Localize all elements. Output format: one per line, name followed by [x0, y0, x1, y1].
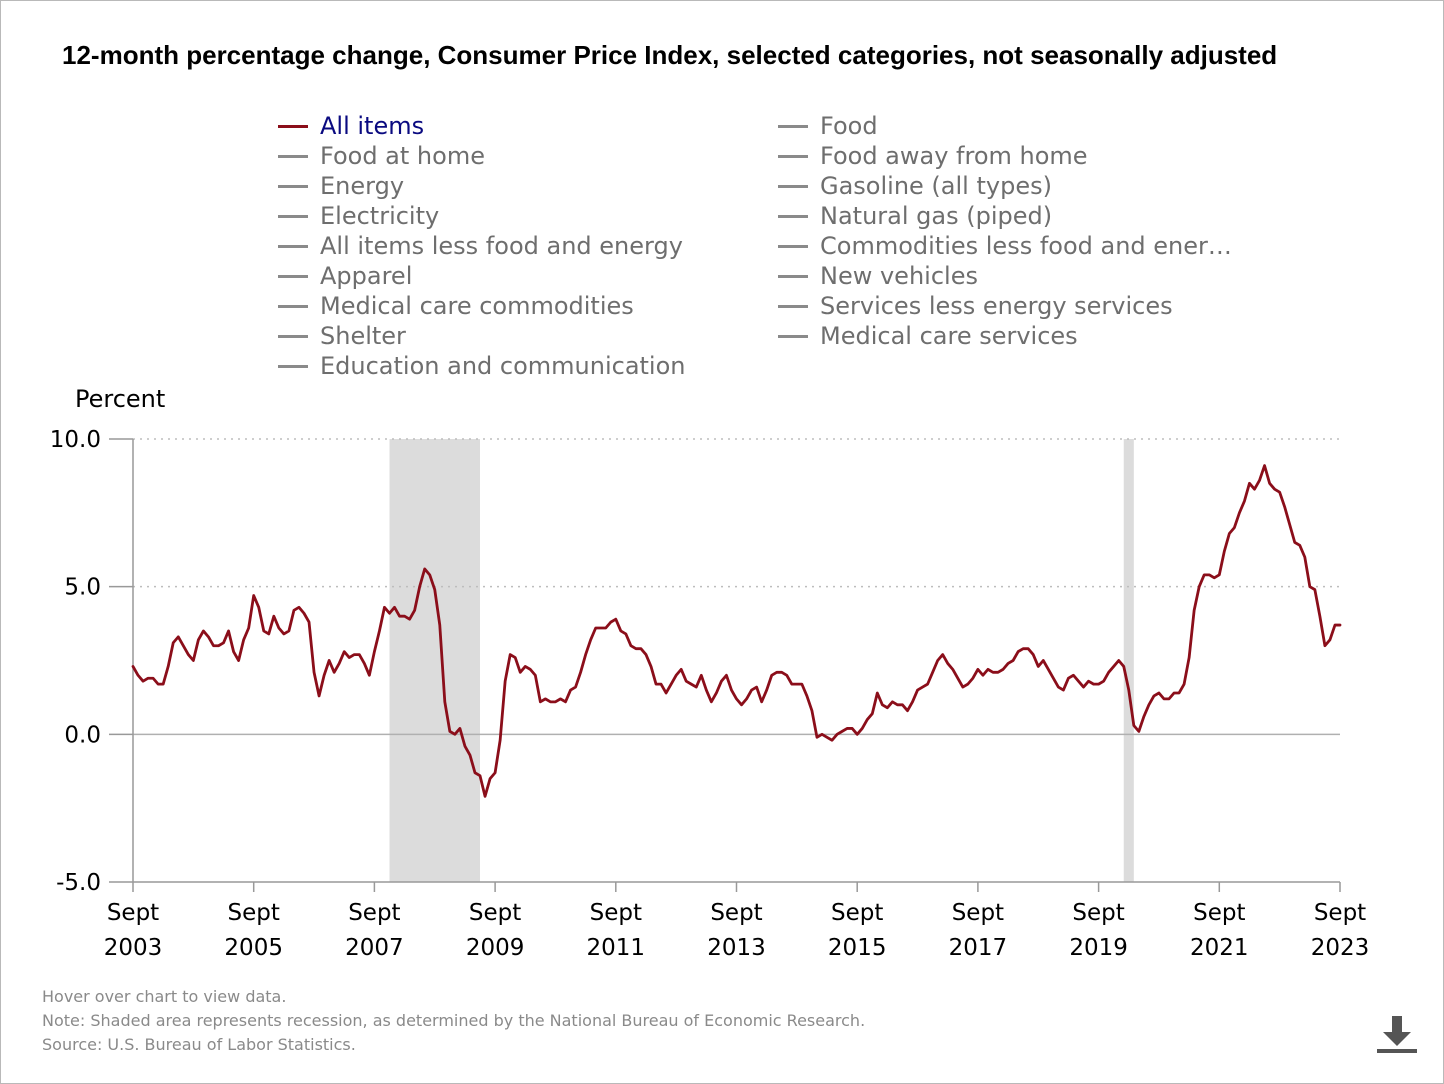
x-tick-year: 2003 — [104, 935, 163, 961]
legend-item-education-and-communication[interactable]: Education and communication — [278, 351, 686, 381]
legend-label: Medical care commodities — [320, 292, 634, 320]
source-note: Source: U.S. Bureau of Labor Statistics. — [42, 1035, 356, 1054]
download-button[interactable] — [1374, 1012, 1420, 1058]
legend-swatch — [278, 184, 308, 188]
legend-item-gasoline-all-types[interactable]: Gasoline (all types) — [778, 171, 1232, 201]
x-tick-month: Sept — [107, 900, 159, 926]
legend-item-electricity[interactable]: Electricity — [278, 201, 686, 231]
x-tick-month: Sept — [710, 900, 762, 926]
legend-item-commodities-less-food-and-ener[interactable]: Commodities less food and ener… — [778, 231, 1232, 261]
x-tick-year: 2009 — [466, 935, 525, 961]
x-tick-year: 2011 — [587, 935, 646, 961]
legend-item-natural-gas-piped[interactable]: Natural gas (piped) — [778, 201, 1232, 231]
x-tick-year: 2019 — [1069, 935, 1128, 961]
x-tick-month: Sept — [1314, 900, 1366, 926]
legend-swatch — [778, 184, 808, 188]
download-icon — [1377, 1016, 1417, 1053]
legend-item-all-items-less-food-and-energy[interactable]: All items less food and energy — [278, 231, 686, 261]
legend-swatch — [278, 124, 308, 128]
legend-swatch — [278, 214, 308, 218]
legend-swatch — [278, 154, 308, 158]
legend-swatch — [278, 364, 308, 368]
legend-label: Energy — [320, 172, 405, 200]
y-tick-label: -5.0 — [56, 870, 101, 896]
legend-item-energy[interactable]: Energy — [278, 171, 686, 201]
legend-swatch — [278, 244, 308, 248]
legend-swatch — [278, 274, 308, 278]
hover-hint: Hover over chart to view data. — [42, 987, 287, 1006]
x-tick-month: Sept — [348, 900, 400, 926]
legend-swatch — [778, 334, 808, 338]
legend-label: Apparel — [320, 262, 413, 290]
legend-swatch — [278, 334, 308, 338]
recession-band-1 — [389, 439, 481, 882]
legend-label: Food at home — [320, 142, 485, 170]
legend-item-new-vehicles[interactable]: New vehicles — [778, 261, 1232, 291]
legend-swatch — [778, 304, 808, 308]
legend-item-shelter[interactable]: Shelter — [278, 321, 686, 351]
x-tick-month: Sept — [1072, 900, 1124, 926]
x-tick-year: 2007 — [345, 935, 404, 961]
y-axis-label: Percent — [75, 385, 166, 413]
legend-swatch — [778, 244, 808, 248]
recession-band-2 — [1123, 439, 1134, 882]
legend-item-food[interactable]: Food — [778, 111, 1232, 141]
x-tick-month: Sept — [831, 900, 883, 926]
x-tick-month: Sept — [1193, 900, 1245, 926]
legend-swatch — [278, 304, 308, 308]
x-tick-year: 2015 — [828, 935, 887, 961]
legend-item-food-at-home[interactable]: Food at home — [278, 141, 686, 171]
legend-label: Shelter — [320, 322, 406, 350]
chart-title: 12-month percentage change, Consumer Pri… — [62, 40, 1278, 70]
legend-item-apparel[interactable]: Apparel — [278, 261, 686, 291]
legend-label: Services less energy services — [820, 292, 1173, 320]
legend-swatch — [778, 274, 808, 278]
legend-right-column: Food Food away from home Gasoline (all typ… — [778, 111, 1232, 351]
legend-label: Commodities less food and ener… — [820, 232, 1232, 260]
legend-label: Gasoline (all types) — [820, 172, 1052, 200]
x-tick-month: Sept — [469, 900, 521, 926]
y-tick-label: 0.0 — [64, 722, 101, 748]
chart-notes: Hover over chart to view data. Note: Sha… — [42, 985, 865, 1057]
x-tick-year: 2013 — [707, 935, 766, 961]
legend-swatch — [778, 124, 808, 128]
y-tick-label: 5.0 — [64, 575, 101, 601]
x-tick-year: 2023 — [1311, 935, 1370, 961]
x-tick-year: 2017 — [949, 935, 1008, 961]
legend-item-food-away-from-home[interactable]: Food away from home — [778, 141, 1232, 171]
x-tick-month: Sept — [590, 900, 642, 926]
legend-label: Natural gas (piped) — [820, 202, 1053, 230]
x-tick-month: Sept — [952, 900, 1004, 926]
legend-left-column: All items Food at home Energy Electricity Al… — [278, 111, 686, 381]
x-tick-year: 2021 — [1190, 935, 1249, 961]
legend-label: New vehicles — [820, 262, 978, 290]
legend-swatch — [778, 154, 808, 158]
recession-note: Note: Shaded area represents recession, … — [42, 1011, 866, 1030]
legend-label: All items — [320, 112, 425, 140]
legend-swatch — [778, 214, 808, 218]
y-tick-label: 10.0 — [50, 427, 101, 453]
x-tick-month: Sept — [228, 900, 280, 926]
legend-label: Medical care services — [820, 322, 1078, 350]
legend-item-services-less-energy-services[interactable]: Services less energy services — [778, 291, 1232, 321]
legend-label: Food away from home — [820, 142, 1088, 170]
legend-label: Electricity — [320, 202, 440, 230]
legend-item-medical-care-commodities[interactable]: Medical care commodities — [278, 291, 686, 321]
x-tick-year: 2005 — [224, 935, 283, 961]
legend-item-all-items[interactable]: All items — [278, 111, 686, 141]
legend-label: Education and communication — [320, 352, 686, 380]
legend-label: All items less food and energy — [320, 232, 683, 260]
series-line-all-items[interactable] — [131, 464, 1342, 798]
legend-label: Food — [820, 112, 878, 140]
legend-item-medical-care-services[interactable]: Medical care services — [778, 321, 1232, 351]
